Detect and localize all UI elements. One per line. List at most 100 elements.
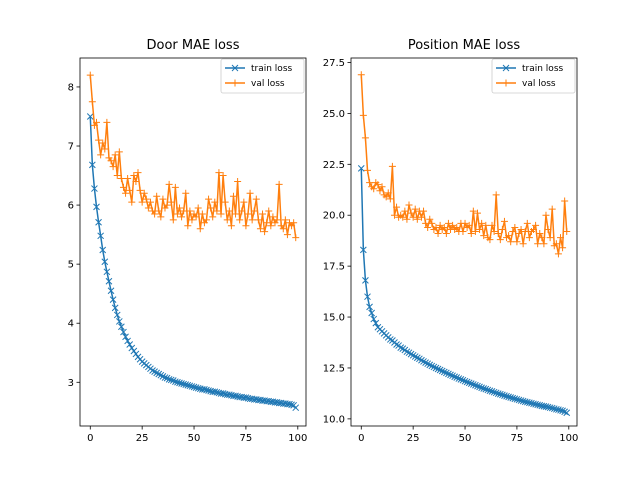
data-point — [399, 213, 407, 221]
data-point — [546, 234, 554, 242]
data-point — [523, 398, 531, 406]
data-point — [186, 207, 194, 215]
data-point — [86, 113, 94, 120]
data-point — [259, 210, 267, 218]
data-point — [254, 216, 262, 224]
data-point — [467, 230, 475, 238]
data-point — [203, 386, 210, 394]
data-point — [157, 213, 165, 221]
data-point — [498, 225, 506, 233]
legend-label: val loss — [522, 79, 556, 89]
data-point — [124, 175, 132, 183]
data-point — [109, 296, 117, 303]
data-point — [386, 336, 394, 343]
data-point — [559, 244, 567, 252]
data-point — [182, 381, 190, 389]
data-point — [428, 219, 436, 227]
data-point — [476, 225, 484, 233]
data-point — [219, 390, 227, 397]
data-point — [190, 383, 198, 391]
data-point — [544, 225, 552, 233]
data-point — [363, 166, 371, 174]
data-point — [176, 204, 184, 212]
data-point — [240, 198, 248, 206]
data-point — [511, 223, 519, 231]
chart-panel: Door MAE loss 0 25 50 75 100 3 4 5 6 7 8 train loss v… — [68, 38, 308, 444]
data-point — [217, 210, 225, 218]
data-point — [540, 240, 548, 248]
data-point — [496, 236, 504, 244]
data-point — [126, 186, 134, 194]
data-point — [234, 177, 242, 185]
data-point — [209, 213, 217, 221]
y-tick-label: 15.0 — [323, 313, 345, 324]
data-point — [103, 118, 111, 126]
data-point — [536, 230, 544, 238]
data-point — [122, 333, 129, 341]
data-point — [140, 189, 148, 197]
data-point — [521, 228, 529, 236]
data-point — [417, 213, 425, 221]
data-point — [184, 381, 192, 389]
data-point — [180, 380, 188, 388]
data-point — [149, 367, 156, 374]
series-line — [89, 116, 297, 409]
data-point — [434, 365, 442, 373]
data-point — [115, 318, 123, 325]
data-point — [484, 386, 492, 394]
data-point — [219, 172, 227, 180]
x-tick-label: 25 — [136, 433, 149, 444]
axes-frame — [79, 57, 307, 427]
data-point — [428, 362, 436, 370]
data-point — [88, 161, 96, 169]
data-point — [480, 385, 488, 392]
data-point — [151, 368, 158, 376]
data-point — [532, 221, 540, 229]
y-tick-label: 17.5 — [323, 262, 345, 273]
data-point — [388, 162, 396, 170]
data-point — [461, 219, 469, 227]
data-point — [124, 337, 131, 345]
data-point — [138, 198, 146, 206]
data-point — [165, 375, 173, 383]
data-point — [455, 375, 463, 382]
data-point — [198, 210, 206, 218]
x-tick-label: 50 — [459, 433, 472, 444]
data-point — [469, 381, 477, 388]
data-point — [225, 391, 233, 399]
data-point — [229, 192, 237, 200]
data-point — [559, 407, 566, 415]
data-point — [103, 268, 111, 276]
data-point — [201, 386, 208, 393]
data-point — [465, 379, 473, 387]
data-point — [486, 387, 494, 395]
data-point — [107, 157, 115, 165]
data-point — [225, 207, 233, 215]
data-point — [517, 397, 525, 404]
data-point — [374, 181, 382, 189]
data-point — [95, 136, 103, 144]
data-point — [202, 216, 210, 224]
x-tick-label: 0 — [87, 433, 93, 444]
data-point — [180, 207, 188, 215]
data-point — [519, 240, 527, 248]
data-point — [151, 210, 159, 218]
data-point — [109, 163, 117, 171]
data-point — [474, 382, 481, 390]
data-point — [492, 191, 500, 199]
data-point — [557, 406, 564, 414]
data-point — [142, 195, 150, 203]
data-point — [97, 151, 105, 159]
data-point — [248, 216, 256, 224]
legend: train loss val loss — [220, 58, 305, 94]
y-tick-label: 20.0 — [323, 211, 345, 222]
data-point — [430, 363, 438, 371]
legend: train loss val loss — [491, 58, 576, 94]
y-tick-label: 7 — [68, 142, 74, 153]
data-point — [386, 195, 394, 203]
data-point — [256, 225, 264, 233]
data-point — [115, 148, 123, 156]
data-point — [467, 380, 475, 387]
data-point — [424, 223, 432, 231]
series-val-loss — [86, 71, 300, 242]
